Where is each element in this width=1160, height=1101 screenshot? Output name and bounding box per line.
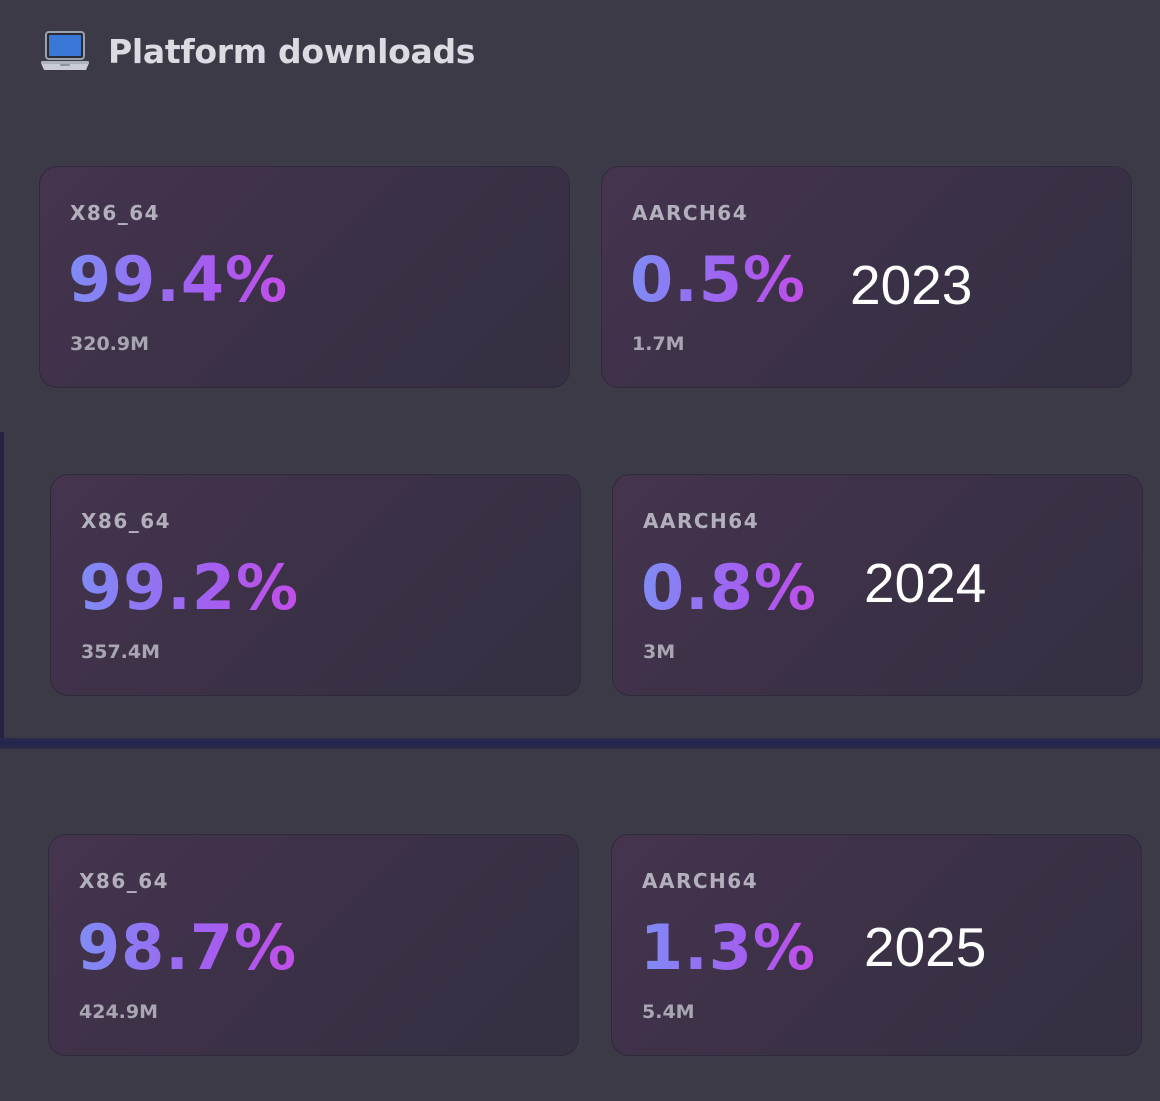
platform-download-count: 424.9M [79, 1001, 159, 1023]
section-header: Platform downloads [40, 30, 475, 72]
page-title: Platform downloads [108, 31, 476, 71]
panel-divider-edge [0, 432, 4, 742]
platform-label: AARCH64 [643, 509, 760, 533]
panel-divider [0, 738, 1160, 749]
year-label-2023: 2023 [850, 254, 973, 316]
year-label-2024: 2024 [864, 552, 987, 614]
platform-card-aarch64-2023: AARCH64 0.5% 1.7M [601, 166, 1132, 388]
platform-percentage: 1.3% [640, 911, 816, 984]
platform-label: X86_64 [79, 869, 170, 893]
platform-percentage: 0.5% [630, 243, 806, 316]
platform-card-x86_64-2025: X86_64 98.7% 424.9M [48, 834, 579, 1056]
platform-label: AARCH64 [632, 201, 749, 225]
platform-card-aarch64-2025: AARCH64 1.3% 5.4M [611, 834, 1142, 1056]
year-label-2025: 2025 [864, 916, 987, 978]
platform-label: X86_64 [81, 509, 172, 533]
platform-card-aarch64-2024: AARCH64 0.8% 3M [612, 474, 1143, 696]
platform-download-count: 1.7M [632, 333, 685, 355]
platform-percentage: 0.8% [641, 551, 817, 624]
platform-percentage: 99.4% [68, 243, 289, 316]
platform-download-count: 3M [643, 641, 676, 663]
laptop-icon [40, 30, 90, 72]
platform-download-count: 357.4M [81, 641, 161, 663]
platform-card-x86_64-2023: X86_64 99.4% 320.9M [39, 166, 570, 388]
platform-label: X86_64 [70, 201, 161, 225]
platform-card-x86_64-2024: X86_64 99.2% 357.4M [50, 474, 581, 696]
platform-download-count: 320.9M [70, 333, 150, 355]
platform-percentage: 98.7% [77, 911, 298, 984]
platform-label: AARCH64 [642, 869, 759, 893]
platform-download-count: 5.4M [642, 1001, 695, 1023]
platform-percentage: 99.2% [79, 551, 300, 624]
